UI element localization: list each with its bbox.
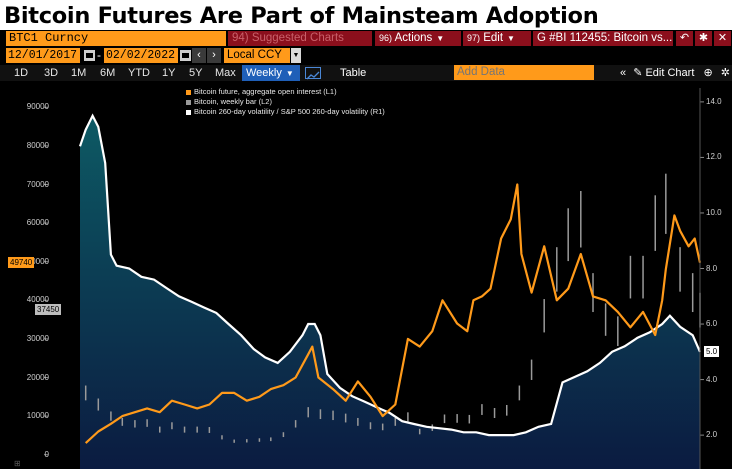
y-right-tick-label: 10.0 [706, 207, 722, 217]
currency-select[interactable]: Local CCY [224, 48, 290, 63]
y-left-tick-label: 60000 [26, 218, 49, 228]
legend-swatch-open-interest [186, 89, 191, 95]
gear-icon[interactable]: ✱ [695, 31, 712, 46]
volatility-last-marker: 5.0 [704, 345, 720, 357]
calendar-icon-start[interactable] [84, 50, 95, 61]
y-right-tick-label: 4.0 [706, 374, 718, 384]
period-1m[interactable]: 1M [71, 67, 87, 79]
chart-svg [44, 88, 704, 469]
y-left-tick-label: 90000 [26, 102, 49, 112]
price-last-marker: 37450 [35, 304, 62, 316]
period-5y[interactable]: 5Y [189, 67, 203, 79]
legend-item-open-interest: Bitcoin future, aggregate open interest … [186, 87, 385, 97]
undo-icon[interactable]: ↶ [676, 31, 693, 46]
suggested-charts-number: 94) [232, 32, 249, 44]
edit-number: 97) [467, 33, 481, 43]
suggested-charts-button[interactable]: 94) Suggested Charts [228, 31, 372, 46]
legend-swatch-price [186, 99, 191, 105]
collapse-icon[interactable]: « [620, 67, 627, 79]
period-3d[interactable]: 3D [44, 67, 59, 79]
label-toggle-icon[interactable]: ⊞ [14, 459, 21, 468]
edit-chart-button[interactable]: « ✎ Edit Chart ⊕ ✲ [620, 65, 730, 81]
toolbar-dates: 12/01/2017 - 02/02/2022 ‹ › Local CCY ▼ [0, 48, 732, 64]
toolbar-periods: 1D 3D 1M 6M YTD 1Y 5Y Max Weekly ▼ Table … [0, 65, 732, 81]
legend-item-price: Bitcoin, weekly bar (L2) [186, 97, 385, 107]
volatility-area [80, 115, 700, 469]
y-left-tick-label: 30000 [26, 333, 49, 343]
edit-label: Edit [483, 32, 504, 44]
legend-swatch-volatility [186, 109, 191, 115]
volatility-line [78, 113, 702, 437]
actions-button[interactable]: 96) Actions ▼ [375, 31, 461, 46]
y-left-tick-label: 0 [44, 449, 49, 459]
next-arrow-icon[interactable]: › [207, 48, 221, 63]
y-right-tick-label: 12.0 [706, 152, 722, 162]
table-button[interactable]: Table [340, 67, 367, 79]
end-date-input[interactable]: 02/02/2022 [104, 48, 178, 63]
y-right-tick-label: 14.0 [706, 96, 722, 106]
frequency-label: Weekly [246, 67, 282, 79]
open-interest-last-marker: 49740 [8, 256, 35, 268]
calendar-icon-end[interactable] [180, 50, 191, 61]
actions-label: Actions [394, 32, 433, 44]
y-right-tick-label: 8.0 [706, 263, 718, 273]
settings-gear-icon[interactable]: ✲ [720, 67, 730, 79]
open-interest-line [84, 183, 702, 444]
legend-label-open-interest: Bitcoin future, aggregate open interest … [194, 87, 337, 96]
legend-item-volatility: Bitcoin 260-day volatility / S&P 500 260… [186, 107, 385, 117]
period-max[interactable]: Max [215, 67, 236, 79]
y-right-tick-label: 2.0 [706, 430, 718, 440]
chart-legend: Bitcoin future, aggregate open interest … [186, 87, 385, 117]
legend-label-price: Bitcoin, weekly bar (L2) [194, 97, 272, 106]
date-range-dash: - [97, 48, 101, 62]
edit-button[interactable]: 97) Edit ▼ [463, 31, 531, 46]
y-left-tick-label: 50000 [26, 256, 49, 266]
actions-caret-icon: ▼ [436, 34, 445, 43]
close-icon[interactable]: ✕ [714, 31, 731, 46]
line-chart-icon[interactable] [305, 67, 321, 80]
currency-dropdown-icon[interactable]: ▼ [291, 48, 301, 63]
frequency-caret-icon: ▼ [285, 69, 294, 78]
toolbar-top: BTC1 Curncy 94) Suggested Charts 96) Act… [0, 30, 732, 47]
previous-arrow-icon[interactable]: ‹ [192, 48, 206, 63]
period-1d[interactable]: 1D [14, 67, 29, 79]
period-ytd[interactable]: YTD [128, 67, 150, 79]
ticker-field[interactable]: BTC1 Curncy [6, 31, 226, 46]
y-left-tick-label: 70000 [26, 179, 49, 189]
y-left-tick-label: 20000 [26, 372, 49, 382]
y-left-tick-label: 40000 [26, 295, 49, 305]
legend-label-volatility: Bitcoin 260-day volatility / S&P 500 260… [194, 107, 385, 116]
period-1y[interactable]: 1Y [162, 67, 176, 79]
page-title: Bitcoin Futures Are Part of Mainsteam Ad… [4, 3, 599, 29]
edit-chart-label: Edit Chart [645, 67, 695, 79]
y-left-tick-label: 10000 [26, 411, 49, 421]
zoom-in-icon[interactable]: ⊕ [703, 67, 713, 79]
graph-id-field[interactable]: G #BI 112455: Bitcoin vs... [533, 31, 673, 46]
add-data-input[interactable] [454, 65, 594, 80]
y-right-tick-label: 6.0 [706, 319, 718, 329]
frequency-select[interactable]: Weekly ▼ [242, 65, 300, 81]
y-left-tick-label: 80000 [26, 140, 49, 150]
suggested-charts-label: Suggested Charts [251, 32, 344, 44]
actions-number: 96) [379, 33, 393, 43]
period-6m[interactable]: 6M [100, 67, 116, 79]
edit-caret-icon: ▼ [507, 34, 515, 43]
start-date-input[interactable]: 12/01/2017 [6, 48, 80, 63]
chart-plot-area: Bitcoin future, aggregate open interest … [0, 82, 732, 469]
bloomberg-chart-window: BTC1 Curncy 94) Suggested Charts 96) Act… [0, 30, 732, 469]
pencil-icon: ✎ [633, 67, 643, 79]
